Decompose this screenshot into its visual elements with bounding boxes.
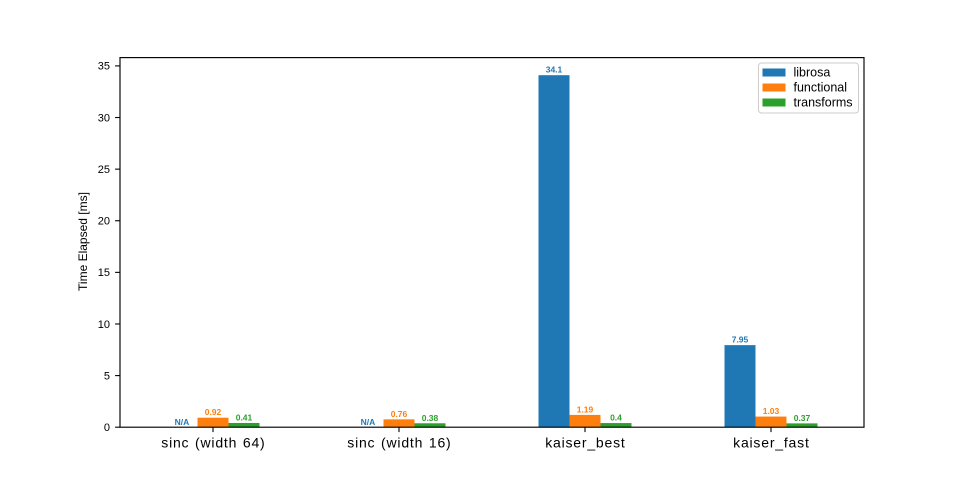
svg-text:30: 30 (98, 112, 110, 124)
svg-text:transforms: transforms (794, 96, 853, 110)
svg-text:7.95: 7.95 (732, 335, 749, 345)
svg-text:0: 0 (104, 422, 110, 434)
svg-text:0.37: 0.37 (794, 413, 811, 423)
svg-text:10: 10 (98, 319, 110, 331)
svg-text:sinc (width 16): sinc (width 16) (347, 435, 451, 451)
svg-text:35: 35 (98, 61, 110, 73)
svg-text:0.41: 0.41 (236, 413, 253, 423)
svg-text:0.76: 0.76 (391, 409, 408, 419)
svg-text:5: 5 (104, 370, 110, 382)
svg-text:20: 20 (98, 216, 110, 228)
svg-text:25: 25 (98, 164, 110, 176)
svg-text:1.03: 1.03 (763, 406, 780, 416)
svg-text:Time Elapsed [ms]: Time Elapsed [ms] (76, 192, 90, 291)
svg-text:librosa: librosa (794, 66, 831, 80)
svg-text:N/A: N/A (361, 417, 376, 427)
svg-text:kaiser_fast: kaiser_fast (733, 435, 810, 451)
svg-text:34.1: 34.1 (546, 65, 563, 75)
svg-text:0.92: 0.92 (205, 407, 222, 417)
svg-text:15: 15 (98, 267, 110, 279)
svg-text:sinc (width 64): sinc (width 64) (161, 435, 265, 451)
svg-text:functional: functional (794, 81, 848, 95)
svg-text:1.19: 1.19 (577, 404, 594, 414)
svg-text:N/A: N/A (175, 417, 190, 427)
svg-text:0.38: 0.38 (422, 413, 439, 423)
svg-text:0.4: 0.4 (610, 413, 622, 423)
svg-text:kaiser_best: kaiser_best (545, 435, 625, 451)
